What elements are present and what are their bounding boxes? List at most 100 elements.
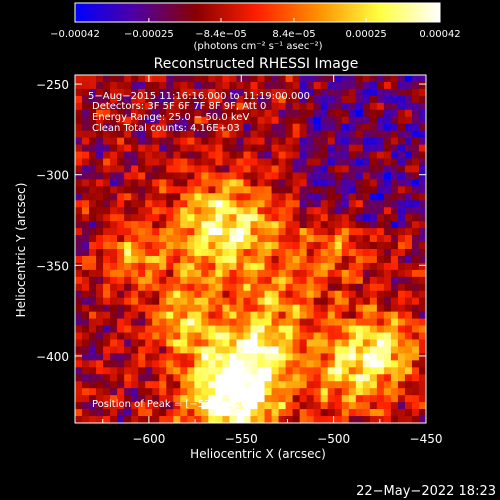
heatmap-cell (103, 304, 111, 313)
heatmap-cell (75, 130, 83, 139)
heatmap-cell (117, 137, 125, 145)
heatmap-cell (299, 325, 308, 333)
heatmap-cell (159, 367, 167, 375)
heatmap-cell (243, 339, 251, 347)
heatmap-cell (348, 332, 357, 340)
heatmap-cell (362, 276, 371, 285)
heatmap-cell (201, 193, 209, 201)
heatmap-cell (110, 297, 118, 306)
heatmap-cell (208, 75, 216, 83)
heatmap-cell (96, 109, 104, 118)
heatmap-cell (376, 402, 385, 410)
heatmap-cell (82, 116, 90, 125)
heatmap-cell (180, 249, 188, 257)
heatmap-cell (334, 207, 343, 215)
heatmap-cell (376, 235, 385, 243)
heatmap-cell (313, 81, 322, 90)
heatmap-cell (173, 304, 181, 313)
heatmap-cell (250, 325, 258, 333)
heatmap-cell (222, 109, 230, 118)
heatmap-cell (243, 95, 251, 104)
heatmap-cell (159, 81, 167, 90)
heatmap-cell (194, 249, 202, 257)
heatmap-cell (187, 88, 195, 97)
heatmap-cell (313, 158, 322, 166)
heatmap-cell (320, 304, 329, 313)
heatmap-cell (341, 228, 350, 236)
heatmap-cell (390, 311, 399, 319)
heatmap-cell (418, 346, 426, 354)
heatmap-cell (404, 339, 413, 347)
heatmap-cell (187, 172, 195, 180)
heatmap-cell (271, 193, 279, 201)
heatmap-cell (215, 102, 223, 111)
heatmap-cell (292, 193, 301, 201)
heatmap-cell (383, 235, 392, 243)
heatmap-cell (89, 269, 97, 278)
heatmap-cell (124, 102, 132, 111)
heatmap-cell (117, 283, 125, 292)
heatmap-cell (362, 88, 371, 97)
heatmap-cell (145, 151, 153, 159)
heatmap-cell (341, 116, 350, 125)
heatmap-cell (411, 88, 420, 97)
heatmap-cell (383, 304, 392, 313)
heatmap-cell (215, 381, 223, 389)
heatmap-cell (404, 318, 413, 326)
heatmap-cell (411, 116, 420, 125)
heatmap-cell (383, 360, 392, 368)
heatmap-cell (173, 235, 181, 243)
heatmap-cell (152, 235, 160, 243)
heatmap-cell (208, 332, 216, 340)
heatmap-cell (194, 353, 202, 361)
heatmap-cell (355, 360, 364, 368)
heatmap-cell (124, 276, 132, 285)
heatmap-cell (222, 214, 230, 222)
heatmap-cell (166, 311, 174, 319)
heatmap-cell (327, 353, 336, 361)
heatmap-cell (201, 221, 209, 229)
heatmap-cell (250, 255, 258, 264)
heatmap-cell (257, 165, 265, 173)
heatmap-cell (404, 75, 413, 83)
heatmap-cell (180, 367, 188, 375)
heatmap-cell (341, 409, 350, 417)
heatmap-cell (341, 102, 350, 111)
heatmap-cell (285, 409, 294, 417)
heatmap-cell (89, 81, 97, 90)
heatmap-cell (103, 151, 111, 159)
heatmap-cell (180, 304, 188, 313)
heatmap-cell (124, 402, 132, 410)
heatmap-cell (229, 109, 237, 118)
heatmap-cell (208, 123, 216, 132)
heatmap-cell (159, 395, 167, 403)
heatmap-cell (250, 409, 258, 417)
heatmap-cell (145, 262, 153, 271)
heatmap-cell (250, 262, 258, 271)
heatmap-cell (82, 416, 90, 423)
heatmap-cell (215, 374, 223, 382)
heatmap-cell (369, 228, 378, 236)
heatmap-cell (131, 179, 139, 187)
heatmap-cell (250, 214, 258, 222)
heatmap-cell (229, 388, 237, 396)
heatmap-cell (159, 144, 167, 152)
heatmap-cell (152, 374, 160, 382)
heatmap-cell (89, 381, 97, 389)
heatmap-cell (411, 249, 420, 257)
heatmap-cell (418, 109, 426, 118)
heatmap-cell (236, 81, 244, 90)
heatmap-cell (383, 325, 392, 333)
heatmap-cell (103, 332, 111, 340)
heatmap-cell (376, 228, 385, 236)
heatmap-cell (285, 200, 294, 208)
heatmap-cell (411, 95, 420, 104)
heatmap-cell (341, 353, 350, 361)
heatmap-cell (404, 262, 413, 271)
heatmap-cell (82, 172, 90, 180)
heatmap-cell (138, 221, 146, 229)
heatmap-cell (418, 123, 426, 132)
heatmap-cell (390, 95, 399, 104)
heatmap-cell (103, 269, 111, 278)
heatmap-cell (173, 158, 181, 166)
